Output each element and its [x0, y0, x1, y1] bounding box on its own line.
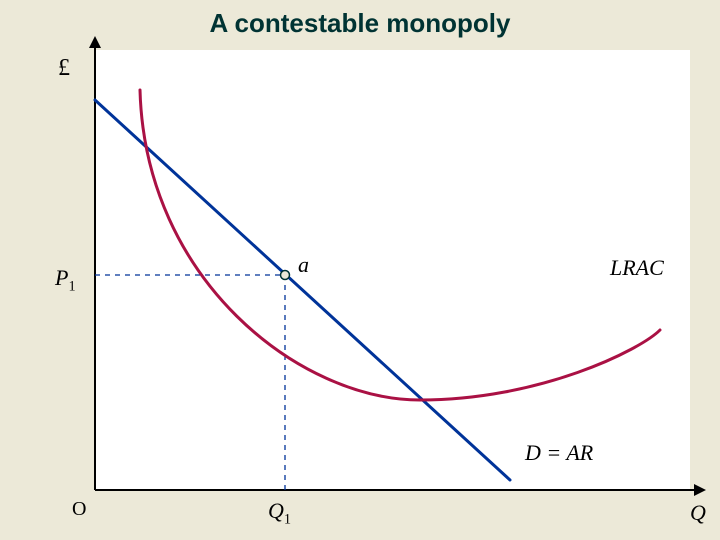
point-a [281, 271, 290, 280]
x-axis-label: Q [690, 500, 706, 526]
lrac-curve [140, 90, 660, 400]
demand-curve [95, 100, 510, 480]
p1-label: P1 [55, 265, 76, 295]
demand-label: D = AR [525, 440, 593, 466]
y-axis-label: £ [58, 55, 70, 82]
origin-label: O [72, 498, 86, 521]
guide-lines [95, 275, 285, 490]
lrac-label: LRAC [610, 255, 664, 281]
q1-label: Q1 [268, 498, 291, 528]
point-a-label: a [298, 252, 309, 278]
